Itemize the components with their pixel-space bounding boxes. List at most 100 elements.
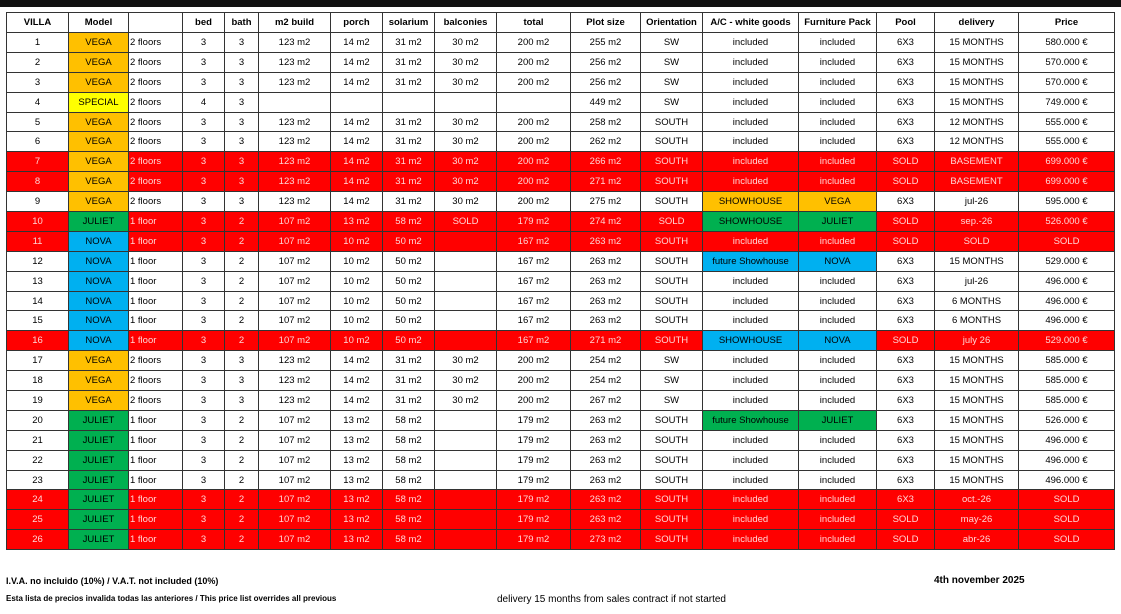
table-cell: 254 m2 xyxy=(570,370,641,392)
table-cell: 6X3 xyxy=(876,270,935,292)
table-cell: 31 m2 xyxy=(382,370,435,392)
table-cell: 58 m2 xyxy=(382,489,435,511)
table-cell: 107 m2 xyxy=(258,449,331,471)
table-cell: 15 MONTHS xyxy=(934,350,1019,372)
table-cell: SHOWHOUSE xyxy=(702,211,799,232)
table-cell: 200 m2 xyxy=(496,171,571,193)
table-cell: 263 m2 xyxy=(570,489,641,511)
table-cell: 10 m2 xyxy=(330,290,383,312)
table-cell: 275 m2 xyxy=(570,191,641,213)
table-cell: 3 xyxy=(224,131,259,153)
table-cell: included xyxy=(798,310,877,332)
table-cell: 200 m2 xyxy=(496,370,571,392)
table-cell: included xyxy=(798,230,877,252)
table-cell: 3 xyxy=(182,171,225,193)
table-cell: 496.000 € xyxy=(1018,469,1115,491)
table-cell: 271 m2 xyxy=(570,171,641,193)
table-cell: VEGA xyxy=(798,191,877,213)
table-cell: future Showhouse xyxy=(702,409,799,431)
table-cell: 529.000 € xyxy=(1018,330,1115,352)
table-cell: 3 xyxy=(224,191,259,213)
table-cell: 570.000 € xyxy=(1018,71,1115,93)
table-cell: 6X3 xyxy=(876,390,935,411)
table-cell: 258 m2 xyxy=(570,111,641,133)
table-row: 26 JULIET 1 floor 3 2 107 m2 13 m2 58 m2 179 m2 2… xyxy=(6,529,1115,551)
header-cell: Orientation xyxy=(640,12,703,33)
header-cell: Price xyxy=(1018,12,1115,33)
table-cell: 6X3 xyxy=(876,290,935,312)
table-cell: future Showhouse xyxy=(702,250,799,272)
table-cell: 2 floors xyxy=(128,131,183,153)
table-cell: included xyxy=(702,449,799,471)
table-cell: 15 xyxy=(6,310,69,332)
table-cell: 263 m2 xyxy=(570,429,641,451)
table-cell: SOUTH xyxy=(640,529,703,551)
table-cell: SOLD xyxy=(1018,230,1115,252)
table-cell: 107 m2 xyxy=(258,469,331,491)
table-cell: 23 xyxy=(6,469,69,491)
table-cell: SOUTH xyxy=(640,310,703,332)
table-cell: 15 MONTHS xyxy=(934,409,1019,431)
table-cell: 3 xyxy=(182,71,225,93)
table-cell: included xyxy=(798,71,877,93)
table-cell: 12 xyxy=(6,250,69,272)
table-cell: 31 m2 xyxy=(382,51,435,73)
table-cell: 123 m2 xyxy=(258,191,331,213)
table-cell xyxy=(434,290,497,312)
table-cell: oct.-26 xyxy=(934,489,1019,511)
table-cell: SOLD xyxy=(1018,509,1115,531)
table-cell: 15 MONTHS xyxy=(934,370,1019,392)
table-cell: 123 m2 xyxy=(258,131,331,153)
table-cell: 2 xyxy=(224,509,259,531)
table-cell: 30 m2 xyxy=(434,370,497,392)
table-cell: 2 floors xyxy=(128,32,183,53)
table-cell: VEGA xyxy=(68,51,129,73)
table-cell: SOUTH xyxy=(640,151,703,173)
table-cell: 3 xyxy=(182,51,225,73)
table-cell: 167 m2 xyxy=(496,250,571,272)
table-cell: 2 xyxy=(224,270,259,292)
table-cell: 107 m2 xyxy=(258,270,331,292)
table-cell: 58 m2 xyxy=(382,211,435,232)
table-cell: included xyxy=(702,509,799,531)
table-cell: 107 m2 xyxy=(258,529,331,551)
table-cell: 14 m2 xyxy=(330,71,383,93)
table-row: 2 VEGA 2 floors 3 3 123 m2 14 m2 31 m2 30 m2 200 … xyxy=(6,51,1115,73)
table-cell: 3 xyxy=(182,509,225,531)
header-cell: solarium xyxy=(382,12,435,33)
table-cell: 58 m2 xyxy=(382,429,435,451)
table-cell: 2 xyxy=(224,469,259,491)
delivery-note: delivery 15 months from sales contract i… xyxy=(497,594,726,605)
table-cell: 31 m2 xyxy=(382,350,435,372)
table-cell: 179 m2 xyxy=(496,211,571,232)
table-cell: SOUTH xyxy=(640,489,703,511)
table-cell: VEGA xyxy=(68,390,129,411)
table-cell: 13 m2 xyxy=(330,211,383,232)
table-cell: 263 m2 xyxy=(570,250,641,272)
table-cell: 15 MONTHS xyxy=(934,390,1019,411)
table-row: 7 VEGA 2 floors 3 3 123 m2 14 m2 31 m2 30 m2 200 … xyxy=(6,151,1115,173)
table-cell: 12 MONTHS xyxy=(934,111,1019,133)
table-cell: 2 floors xyxy=(128,390,183,411)
header-cell: Model xyxy=(68,12,129,33)
table-cell: SW xyxy=(640,91,703,113)
table-cell: 2 floors xyxy=(128,91,183,113)
table-cell: 271 m2 xyxy=(570,330,641,352)
table-cell: SOLD xyxy=(876,509,935,531)
header-row: VILLA Model bed bath m2 build porch solarium ba… xyxy=(6,12,1115,33)
table-cell: SW xyxy=(640,71,703,93)
table-cell: 256 m2 xyxy=(570,71,641,93)
table-cell: 2 xyxy=(6,51,69,73)
table-cell: 1 floor xyxy=(128,449,183,471)
table-cell: 2 xyxy=(224,489,259,511)
table-cell xyxy=(434,270,497,292)
table-cell: 9 xyxy=(6,191,69,213)
table-cell: 3 xyxy=(182,151,225,173)
table-cell: JULIET xyxy=(68,509,129,531)
table-cell: BASEMENT xyxy=(934,171,1019,193)
table-cell xyxy=(496,91,571,113)
table-cell: 200 m2 xyxy=(496,51,571,73)
table-cell: 6X3 xyxy=(876,111,935,133)
table-cell: 595.000 € xyxy=(1018,191,1115,213)
table-cell: 2 floors xyxy=(128,111,183,133)
